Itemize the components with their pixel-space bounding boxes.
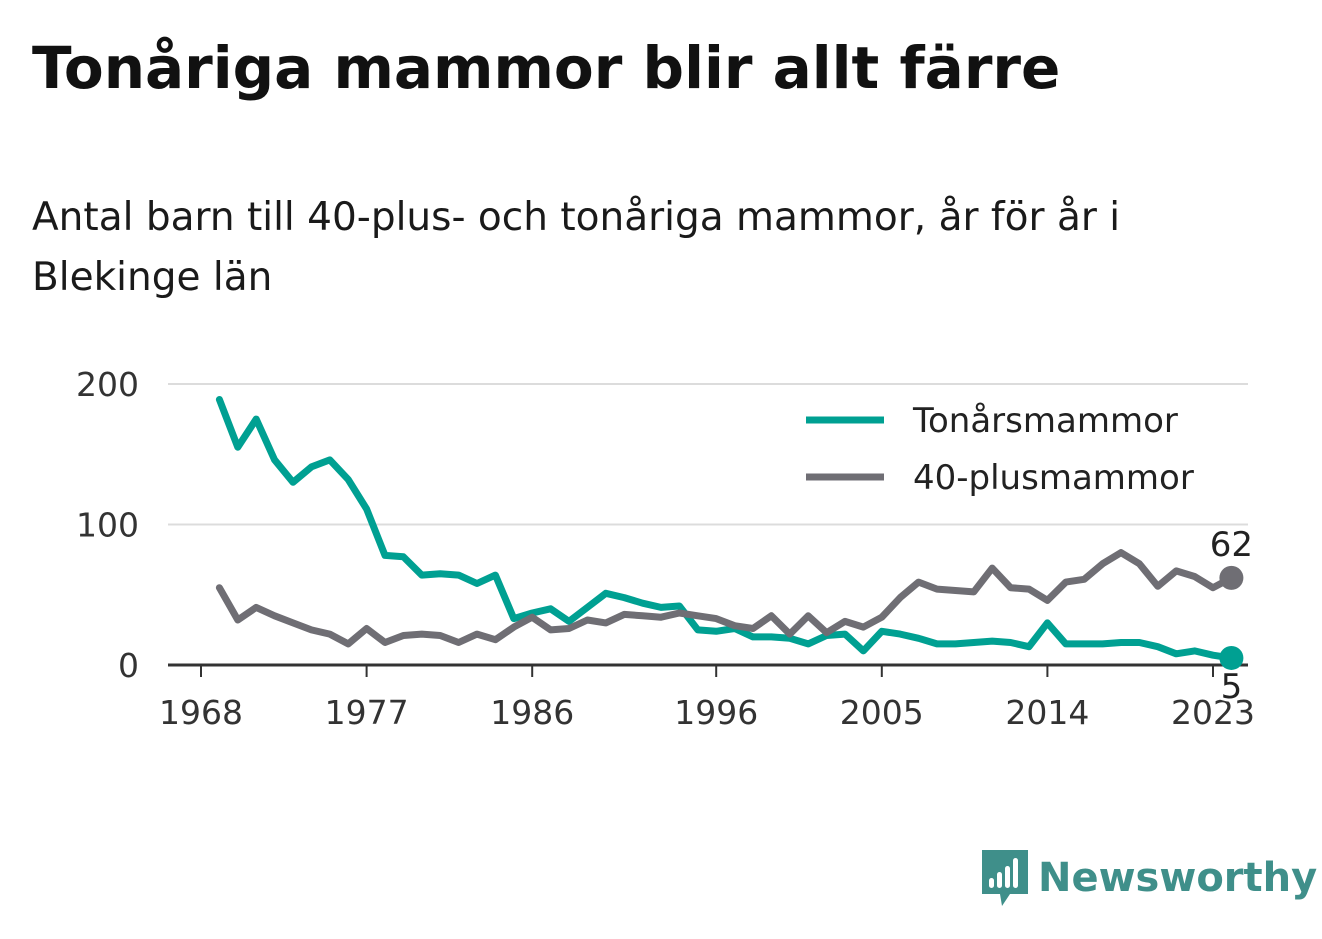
x-tick-label: 2023 — [1171, 693, 1255, 732]
chart-title: Tonåriga mammor blir allt färre — [32, 34, 1061, 102]
series-end-marker-2 — [1219, 565, 1244, 590]
y-tick-label: 200 — [76, 365, 139, 404]
series-layer — [215, 396, 1235, 662]
x-tick-label: 1968 — [159, 693, 243, 732]
brand-logo: Newsworthy — [980, 848, 1317, 908]
y-tick-label: 100 — [76, 506, 139, 545]
series-line-1 — [215, 396, 1235, 662]
x-tick-label: 1977 — [325, 693, 409, 732]
legend-label-1: Tonårsmammor — [912, 401, 1178, 441]
grid-layer — [168, 383, 1248, 526]
series-end-label-2: 62 — [1210, 525, 1253, 565]
chart-legend: Tonårsmammor 40-plusmammor — [806, 401, 1194, 498]
axis-layer: 0 100 200 1968 1977 1986 1996 2005 2014 2023 — [76, 365, 1255, 732]
newsworthy-logo-icon — [982, 850, 1028, 906]
label-layer: 5 62 — [1207, 522, 1256, 710]
x-tick-label: 2005 — [840, 693, 924, 732]
series-end-marker-1 — [1219, 645, 1244, 670]
series-end-label-1: 5 — [1221, 667, 1243, 707]
y-tick-label: 0 — [118, 646, 139, 685]
legend-label-2: 40-plusmammor — [913, 458, 1194, 498]
series-line-2 — [215, 549, 1235, 648]
x-tick-label: 2014 — [1005, 693, 1089, 732]
chart-subtitle: Antal barn till 40-plus- och tonåriga ma… — [32, 195, 1121, 300]
x-tick-label: 1996 — [674, 693, 758, 732]
brand-name: Newsworthy — [1038, 855, 1318, 901]
x-tick-label: 1986 — [490, 693, 574, 732]
